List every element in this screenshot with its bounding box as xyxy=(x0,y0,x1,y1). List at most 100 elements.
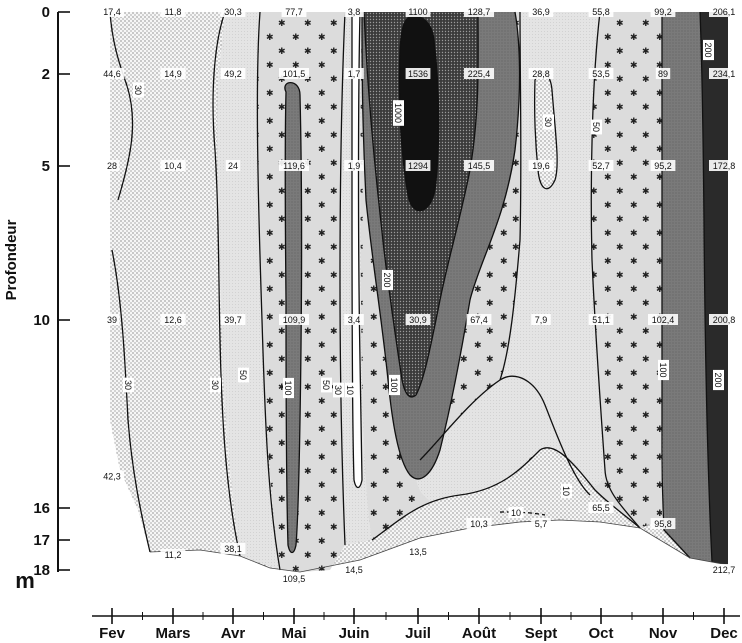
svg-text:53,5: 53,5 xyxy=(592,69,610,79)
svg-text:99,2: 99,2 xyxy=(654,7,672,17)
svg-text:42,3: 42,3 xyxy=(103,472,121,482)
y-axis-title: Profondeur xyxy=(3,219,20,300)
svg-text:100: 100 xyxy=(389,377,399,392)
svg-text:28,8: 28,8 xyxy=(532,69,550,79)
isoline-label: 200 xyxy=(713,370,724,390)
svg-text:50: 50 xyxy=(238,370,248,380)
isoline-label: 100 xyxy=(283,378,294,398)
svg-text:14,5: 14,5 xyxy=(345,565,363,575)
y-tick-label: 18 xyxy=(33,562,50,579)
svg-text:10: 10 xyxy=(511,508,521,518)
measurement-label: 77,7 xyxy=(282,6,307,17)
x-tick-label: Dec xyxy=(710,625,738,642)
svg-text:14,9: 14,9 xyxy=(164,69,182,79)
measurement-label: 1536 xyxy=(406,68,431,79)
measurement-label: 42,3 xyxy=(100,471,125,482)
svg-text:95,8: 95,8 xyxy=(654,519,672,529)
isoline-label: 100 xyxy=(389,375,400,395)
measurement-label: 17,4 xyxy=(100,6,125,17)
svg-text:212,7: 212,7 xyxy=(713,565,736,575)
measurement-label: 14,5 xyxy=(342,564,367,575)
svg-text:39,7: 39,7 xyxy=(224,315,242,325)
measurement-label: 30,9 xyxy=(406,314,431,325)
x-tick-label: Oct xyxy=(588,625,613,642)
y-tick-label: 0 xyxy=(42,4,50,21)
svg-text:67,4: 67,4 xyxy=(470,315,488,325)
svg-text:55,8: 55,8 xyxy=(592,7,610,17)
isoline-label: 30 xyxy=(543,115,554,130)
svg-text:234,1: 234,1 xyxy=(713,69,736,79)
svg-text:17,4: 17,4 xyxy=(103,7,121,17)
measurement-label: 14,9 xyxy=(161,68,186,79)
isoline-label: 30 xyxy=(123,378,134,393)
svg-text:89: 89 xyxy=(658,69,668,79)
x-tick-label: Juin xyxy=(339,625,370,642)
svg-text:30,9: 30,9 xyxy=(409,315,427,325)
svg-text:30: 30 xyxy=(210,380,220,390)
isoline-label: 1000 xyxy=(393,100,404,126)
measurement-label: 3,8 xyxy=(344,6,364,17)
x-axis: Fev Mars Avr Mai Juin Juil Août Sept Oct Nov Dec xyxy=(92,608,740,642)
isoline-label: 30 xyxy=(210,378,221,393)
measurement-label: 49,2 xyxy=(221,68,246,79)
svg-text:100: 100 xyxy=(658,362,668,377)
measurement-label: 24 xyxy=(226,160,240,171)
measurement-label: 101,5 xyxy=(279,68,309,79)
svg-text:1000: 1000 xyxy=(393,103,403,123)
measurement-label: 10,3 xyxy=(467,518,492,529)
isoline-label: 200 xyxy=(382,270,393,290)
y-axis: 02510161718 xyxy=(33,4,70,579)
isoline-label: 50 xyxy=(238,368,249,383)
svg-text:172,8: 172,8 xyxy=(713,161,736,171)
svg-text:39: 39 xyxy=(107,315,117,325)
svg-text:10: 10 xyxy=(561,486,571,496)
svg-text:102,4: 102,4 xyxy=(652,315,675,325)
svg-text:24: 24 xyxy=(228,161,238,171)
svg-text:30: 30 xyxy=(333,385,343,395)
svg-text:30: 30 xyxy=(133,85,143,95)
measurement-label: 200,8 xyxy=(709,314,739,325)
x-tick-label: Nov xyxy=(649,625,678,642)
measurement-label: 109,9 xyxy=(279,314,309,325)
isoline-label: 100 xyxy=(658,360,669,380)
svg-text:19,6: 19,6 xyxy=(532,161,550,171)
svg-text:145,5: 145,5 xyxy=(468,161,491,171)
measurement-label: 119,6 xyxy=(279,160,309,171)
measurement-label: 67,4 xyxy=(467,314,492,325)
svg-text:10: 10 xyxy=(345,385,355,395)
svg-text:225,4: 225,4 xyxy=(468,69,491,79)
svg-text:5,7: 5,7 xyxy=(535,519,548,529)
isoline-label: 30 xyxy=(133,83,144,98)
svg-text:109,9: 109,9 xyxy=(283,315,306,325)
isoline-label: 10 xyxy=(509,507,524,518)
isoline-label: 30 xyxy=(333,383,344,398)
svg-text:49,2: 49,2 xyxy=(224,69,242,79)
svg-text:200: 200 xyxy=(382,272,392,287)
svg-text:13,5: 13,5 xyxy=(409,547,427,557)
measurement-label: 44,6 xyxy=(100,68,125,79)
svg-text:100: 100 xyxy=(283,380,293,395)
svg-text:1,9: 1,9 xyxy=(348,161,361,171)
measurement-label: 10,4 xyxy=(161,160,186,171)
measurement-label: 3,4 xyxy=(344,314,364,325)
isoline-label: 10 xyxy=(561,484,572,499)
measurement-label: 109,5 xyxy=(279,573,309,584)
isoline-label: 10 xyxy=(345,383,356,398)
svg-text:3,8: 3,8 xyxy=(348,7,361,17)
measurement-label: 19,6 xyxy=(529,160,554,171)
measurement-label: 89 xyxy=(656,68,670,79)
svg-text:65,5: 65,5 xyxy=(592,503,610,513)
x-tick-label: Juil xyxy=(405,625,431,642)
svg-text:28: 28 xyxy=(107,161,117,171)
svg-text:128,7: 128,7 xyxy=(468,7,491,17)
measurement-label: 234,1 xyxy=(709,68,739,79)
measurement-label: 1,7 xyxy=(344,68,364,79)
measurement-label: 172,8 xyxy=(709,160,739,171)
y-tick-label: 5 xyxy=(42,158,50,175)
svg-text:1,7: 1,7 xyxy=(348,69,361,79)
x-tick-label: Août xyxy=(462,625,496,642)
isoline-label: 50 xyxy=(591,120,602,135)
measurement-label: 65,5 xyxy=(589,502,614,513)
measurement-label: 95,2 xyxy=(651,160,676,171)
